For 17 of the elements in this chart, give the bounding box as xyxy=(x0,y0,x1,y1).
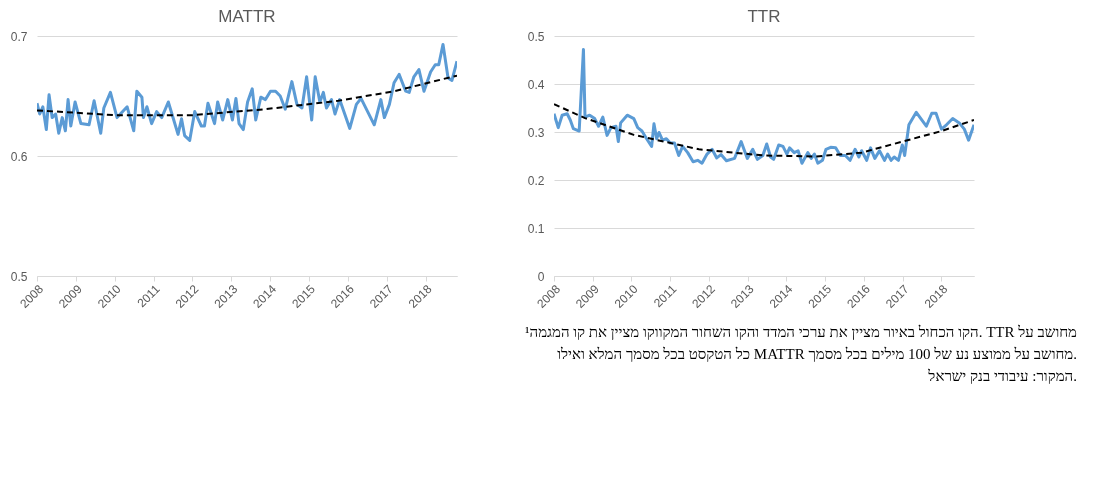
line-series xyxy=(37,74,457,117)
y-tick-label: 0.1 xyxy=(527,221,545,236)
line-series xyxy=(554,47,974,165)
y-tick-label: 0.5 xyxy=(527,29,545,44)
text: ¹הקו הכחול באיור מציין את ערכי המדד והקו השחור המקווקו מציין את קו המגמה. TTR מחושב על כל הטקסט בכל מסמך המלא ואילו MATTR מחושב על ממוצע נע של 100 מילים בכל מסמך. xyxy=(525,324,1078,362)
chart-title: MATTR xyxy=(218,7,276,26)
line-series xyxy=(37,42,457,142)
line-series xyxy=(554,103,974,158)
y-tick-label: 0.2 xyxy=(527,173,545,188)
text: המקור: עיבודי בנק ישראל. xyxy=(927,368,1077,384)
y-tick-label: 0.3 xyxy=(527,125,545,140)
y-tick-label: 0 xyxy=(537,269,545,284)
y-tick-label: 0.7 xyxy=(10,29,28,44)
chart-title: TTR xyxy=(747,7,781,26)
y-tick-label: 0.4 xyxy=(527,77,545,92)
y-tick-label: 0.6 xyxy=(10,149,28,164)
y-tick-label: 0.5 xyxy=(10,269,28,284)
